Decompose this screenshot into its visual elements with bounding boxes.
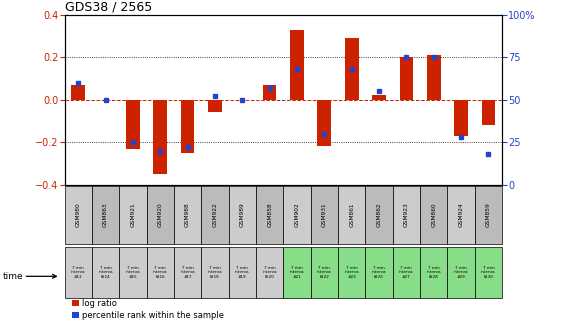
Text: GSM859: GSM859 — [486, 203, 491, 227]
Bar — [338, 186, 365, 244]
Text: 7 min
interva
l#18: 7 min interva l#18 — [208, 266, 222, 279]
Bar — [174, 186, 201, 244]
Bar — [65, 247, 92, 298]
Bar — [181, 100, 195, 153]
Bar — [153, 100, 167, 174]
Bar — [256, 247, 283, 298]
Bar — [399, 57, 413, 100]
Text: 7 min
interva
#15: 7 min interva #15 — [126, 266, 140, 279]
Bar — [119, 247, 146, 298]
Text: GSM923: GSM923 — [404, 203, 409, 227]
Bar — [481, 100, 495, 125]
Bar — [263, 85, 277, 100]
Bar — [393, 247, 420, 298]
Bar — [201, 186, 229, 244]
Text: GSM863: GSM863 — [103, 203, 108, 227]
Bar — [283, 186, 311, 244]
Text: 7 min
interva
l#14: 7 min interva l#14 — [98, 266, 113, 279]
Text: GSM862: GSM862 — [376, 203, 381, 227]
Bar — [338, 247, 365, 298]
Text: 7 min
interva
#17: 7 min interva #17 — [180, 266, 195, 279]
Bar — [174, 247, 201, 298]
Text: GSM902: GSM902 — [295, 203, 300, 227]
Text: 7 min
interva
l#22: 7 min interva l#22 — [317, 266, 332, 279]
Legend: log ratio, percentile rank within the sample: log ratio, percentile rank within the sa… — [68, 296, 227, 323]
Text: 7 min
interva
l#30: 7 min interva l#30 — [481, 266, 496, 279]
Bar — [229, 186, 256, 244]
Bar — [290, 29, 304, 100]
Bar — [475, 186, 502, 244]
Bar — [283, 247, 311, 298]
Bar — [71, 85, 85, 100]
Text: GSM860: GSM860 — [431, 203, 436, 227]
Text: GSM924: GSM924 — [458, 203, 463, 227]
Text: GSM922: GSM922 — [213, 203, 218, 227]
Bar — [393, 186, 420, 244]
Bar — [427, 55, 440, 100]
Text: GSM989: GSM989 — [240, 203, 245, 227]
Bar — [365, 247, 393, 298]
Bar — [92, 186, 119, 244]
Bar — [448, 186, 475, 244]
Text: 7 min
interva
#13: 7 min interva #13 — [71, 266, 85, 279]
Bar — [372, 95, 386, 100]
Text: 7 min
interva
l#25: 7 min interva l#25 — [372, 266, 387, 279]
Bar — [311, 247, 338, 298]
Bar — [311, 186, 338, 244]
Text: GSM861: GSM861 — [349, 203, 354, 227]
Bar — [420, 186, 448, 244]
Text: GSM858: GSM858 — [267, 203, 272, 227]
Bar — [448, 247, 475, 298]
Bar — [256, 186, 283, 244]
Text: 7 min
interva
l#16: 7 min interva l#16 — [153, 266, 168, 279]
Text: GSM920: GSM920 — [158, 203, 163, 227]
Text: time: time — [3, 272, 24, 281]
Bar — [146, 186, 174, 244]
Bar — [318, 100, 331, 146]
Bar — [65, 186, 92, 244]
Text: GSM921: GSM921 — [130, 203, 135, 227]
Text: 7 min
interva
l#20: 7 min interva l#20 — [263, 266, 277, 279]
Text: GSM980: GSM980 — [76, 203, 81, 227]
Bar — [208, 100, 222, 112]
Text: 7 min
interva
#27: 7 min interva #27 — [399, 266, 413, 279]
Text: 7 min
interva
l#28: 7 min interva l#28 — [426, 266, 441, 279]
Bar — [126, 100, 140, 148]
Bar — [454, 100, 468, 136]
Text: 7 min
interva
#23: 7 min interva #23 — [344, 266, 359, 279]
Bar — [420, 247, 448, 298]
Text: 7 min
interva
#29: 7 min interva #29 — [454, 266, 468, 279]
Bar — [475, 247, 502, 298]
Bar — [201, 247, 229, 298]
Bar — [365, 186, 393, 244]
Text: 7 min
interva
#21: 7 min interva #21 — [289, 266, 304, 279]
Bar — [146, 247, 174, 298]
Bar — [229, 247, 256, 298]
Text: GSM988: GSM988 — [185, 203, 190, 227]
Bar — [345, 38, 358, 100]
Text: GSM931: GSM931 — [322, 203, 327, 227]
Bar — [119, 186, 146, 244]
Text: GDS38 / 2565: GDS38 / 2565 — [65, 1, 152, 13]
Bar — [92, 247, 119, 298]
Text: 7 min
interva
#19: 7 min interva #19 — [235, 266, 250, 279]
